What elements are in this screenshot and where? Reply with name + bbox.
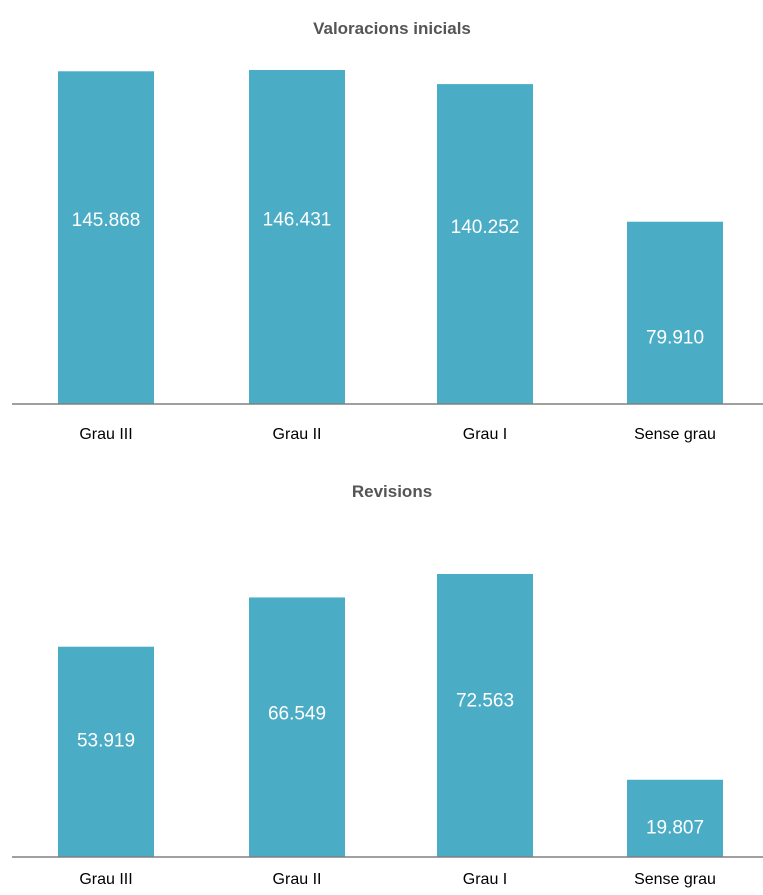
x-tick-label-grau-iii: Grau III (79, 871, 132, 888)
x-tick-label-grau-ii: Grau II (273, 426, 322, 443)
chart-valoracions-inicials: Valoracions inicials 145.868 Grau III 146.… (12, 19, 763, 443)
x-tick-label-grau-iii: Grau III (79, 426, 132, 443)
x-tick-label-grau-ii: Grau II (273, 871, 322, 888)
data-label-grau-iii: 53.919 (77, 730, 135, 751)
bar-grau-i (437, 84, 533, 404)
bar-sense-grau (627, 779, 723, 857)
bar-grau-ii (249, 70, 345, 404)
chart-title: Valoracions inicials (313, 19, 471, 38)
x-tick-label-sense-grau: Sense grau (634, 426, 716, 443)
bar-grau-ii (249, 597, 345, 857)
bars-group: 53.919 Grau III 66.549 Grau II 72.563 Grau I 1… (58, 574, 723, 888)
data-label-grau-i: 72.563 (456, 690, 514, 711)
bar-grau-i (437, 574, 533, 857)
data-label-grau-i: 140.252 (451, 217, 520, 238)
bar-grau-iii (58, 646, 154, 857)
chart-svg-revisions: Revisions 53.919 Grau III 66.549 Grau II 72.… (12, 482, 763, 888)
data-label-sense-grau: 19.807 (646, 817, 704, 838)
x-tick-label-grau-i: Grau I (463, 426, 507, 443)
data-label-grau-ii: 66.549 (268, 703, 326, 724)
data-label-grau-ii: 146.431 (263, 209, 332, 230)
x-tick-label-grau-i: Grau I (463, 871, 507, 888)
data-label-grau-iii: 145.868 (72, 210, 141, 231)
chart-revisions: Revisions 53.919 Grau III 66.549 Grau II 72.… (0, 450, 763, 895)
x-tick-label-sense-grau: Sense grau (634, 871, 716, 888)
chart-title: Revisions (352, 482, 432, 501)
chart-svg-valoracions-inicials: Valoracions inicials 145.868 Grau III 146.… (12, 19, 763, 443)
data-label-sense-grau: 79.910 (646, 327, 704, 348)
bar-sense-grau (627, 221, 723, 404)
bar-grau-iii (58, 71, 154, 404)
bars-group: 145.868 Grau III 146.431 Grau II 140.252 Grau… (58, 70, 723, 443)
